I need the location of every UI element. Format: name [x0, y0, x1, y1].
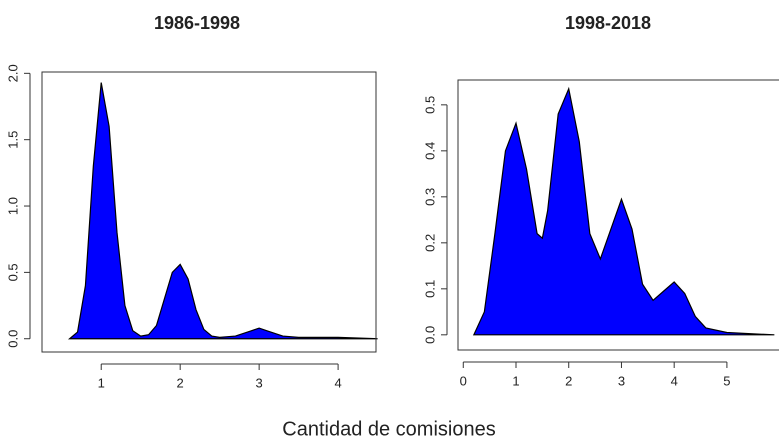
y-tick-label: 0.3 [422, 188, 437, 206]
plot-box [41, 71, 377, 353]
density-area [472, 86, 775, 336]
y-tick-label: 0.5 [422, 96, 437, 114]
x-tick-label: 3 [618, 373, 625, 388]
y-tick-label: 1.0 [5, 197, 20, 215]
y-tick-label: 0.0 [422, 326, 437, 344]
x-tick-label: 5 [723, 373, 730, 388]
chart-title: 1986-1998 [154, 13, 240, 33]
x-tick-label: 4 [671, 373, 678, 388]
x-tick-label: 2 [177, 375, 184, 390]
x-tick-label: 3 [256, 375, 263, 390]
y-tick-label: 0.5 [5, 263, 20, 281]
x-tick-label: 2 [565, 373, 572, 388]
y-tick-label: 0.4 [422, 142, 437, 160]
y-tick-label: 0.2 [422, 234, 437, 252]
x-tick-label: 1 [512, 373, 519, 388]
chart-title: 1998-2018 [565, 13, 651, 33]
plot-box [457, 79, 779, 351]
x-tick-label: 4 [334, 375, 341, 390]
y-tick-label: 0.0 [5, 330, 20, 348]
x-tick-label: 0 [460, 373, 467, 388]
x-tick-label: 1 [98, 375, 105, 390]
y-tick-label: 2.0 [5, 64, 20, 82]
y-tick-label: 1.5 [5, 131, 20, 149]
density-area [67, 82, 378, 340]
y-tick-label: 0.1 [422, 280, 437, 298]
x-axis-label: Cantidad de comisiones [282, 418, 495, 440]
